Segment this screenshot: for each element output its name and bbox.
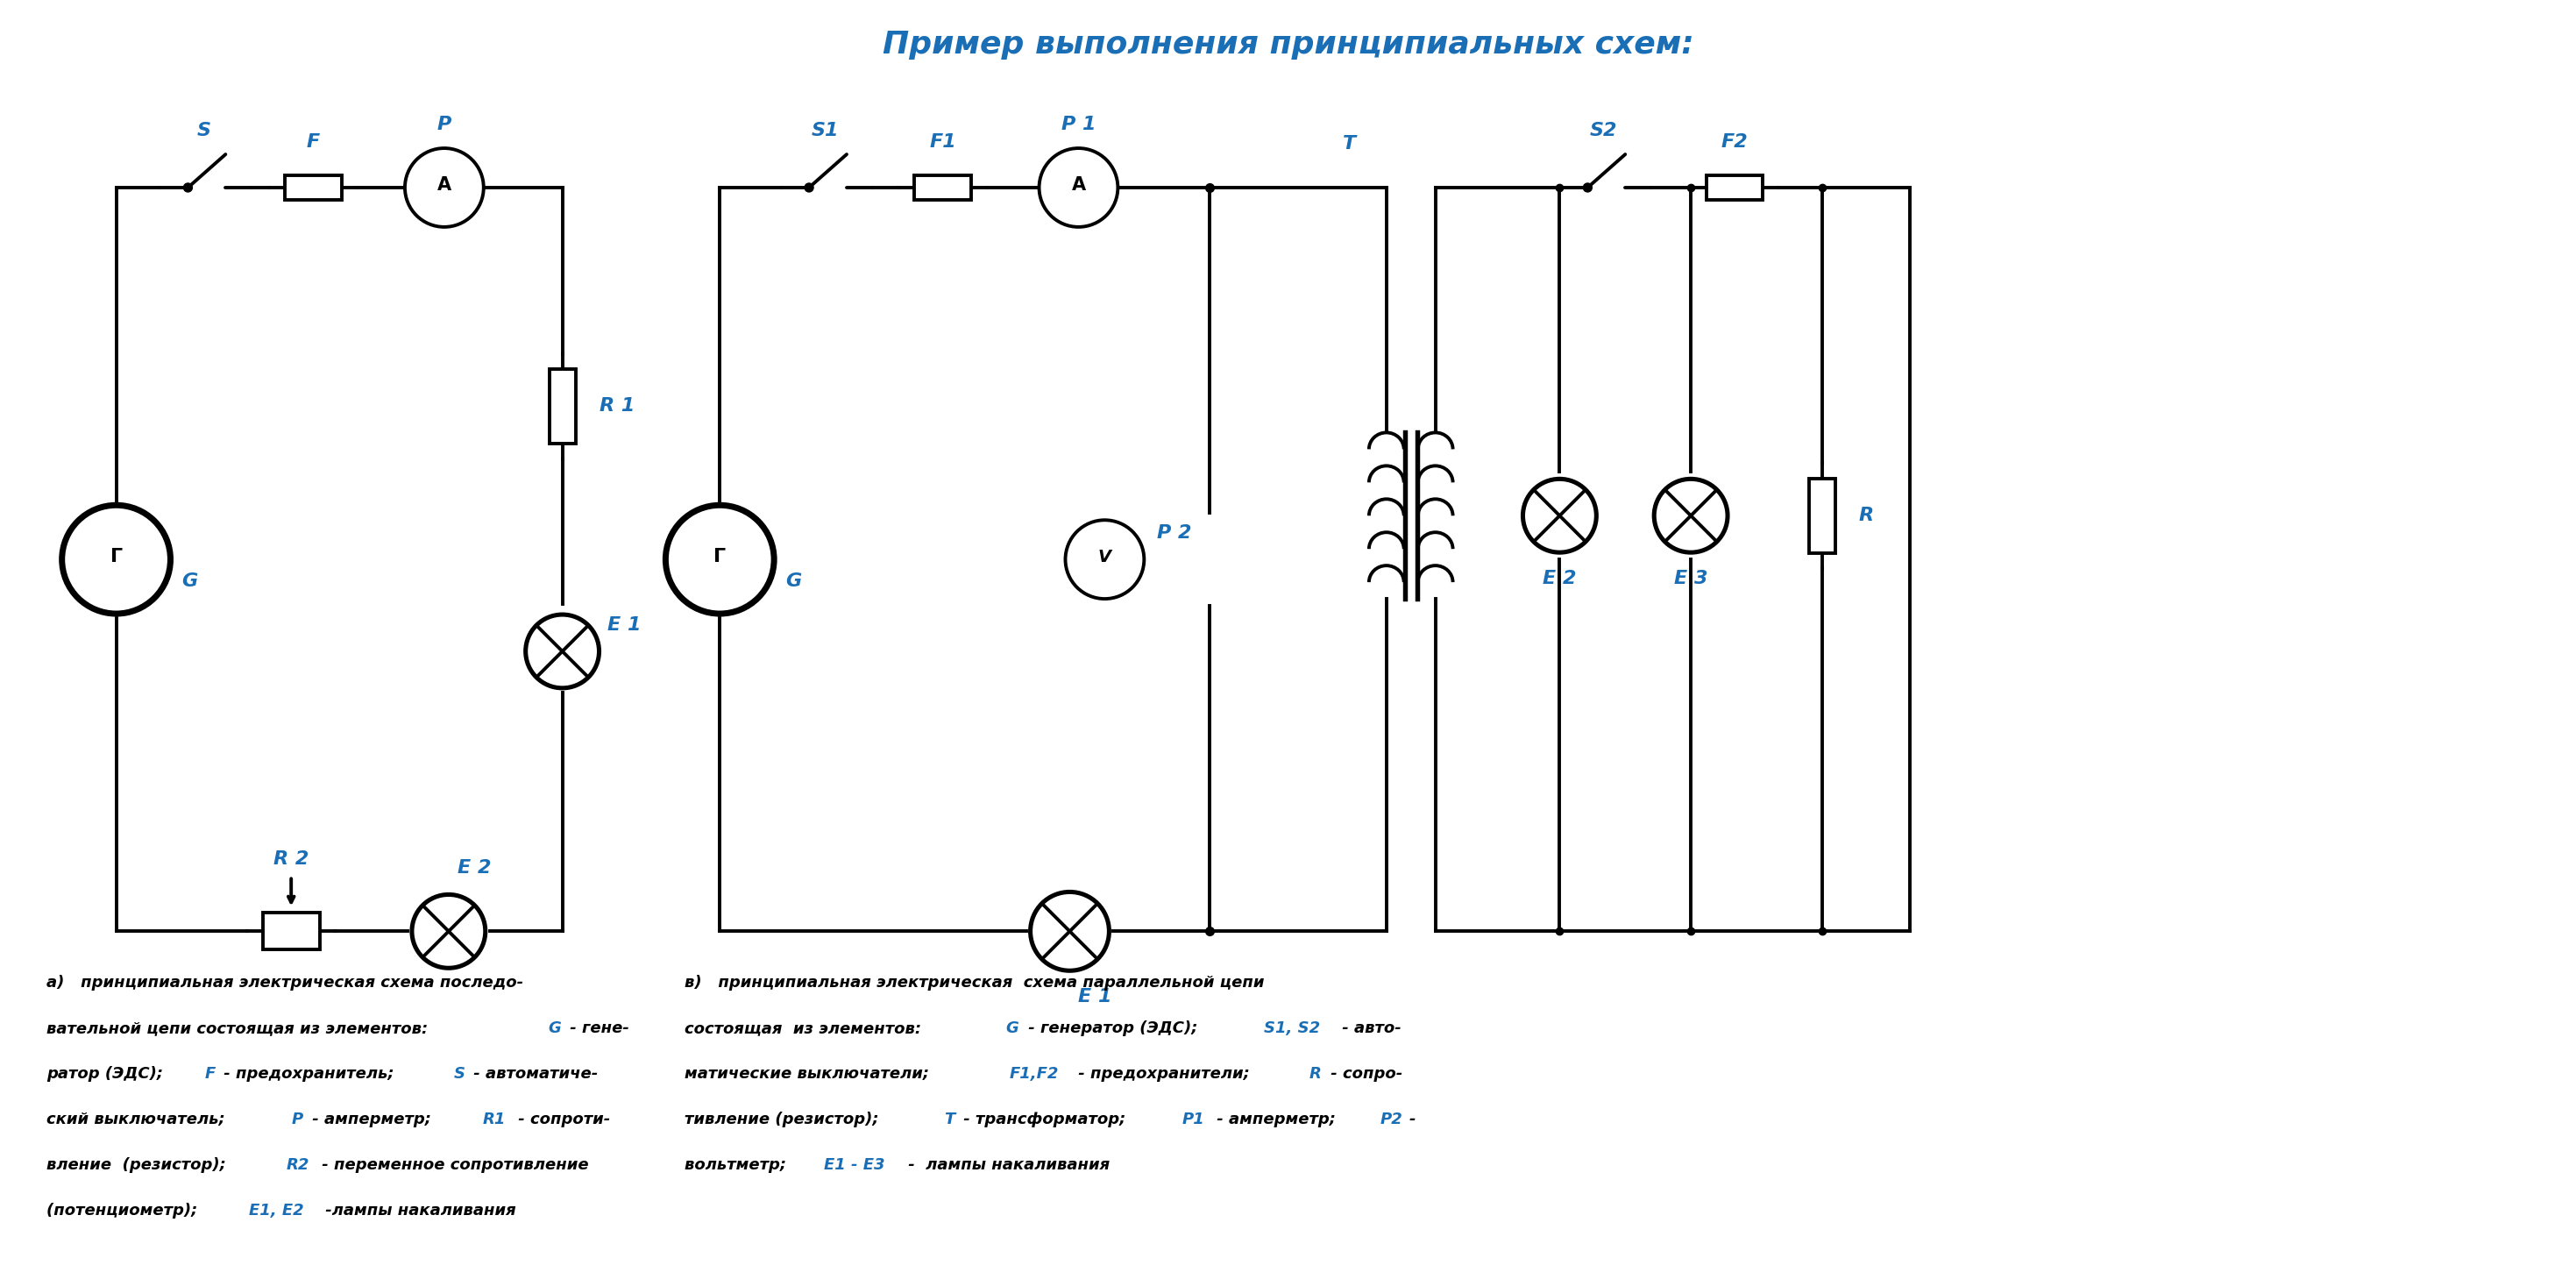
Text: Р1: Р1: [1182, 1112, 1206, 1127]
Text: S1, S2: S1, S2: [1265, 1021, 1319, 1036]
Text: (потенциометр);: (потенциометр);: [46, 1203, 204, 1218]
Text: S: S: [453, 1066, 464, 1082]
Bar: [549, 369, 574, 444]
Text: Пример выполнения принципиальных схем:: Пример выполнения принципиальных схем:: [884, 30, 1695, 59]
Circle shape: [1522, 479, 1597, 553]
Text: G: G: [786, 573, 801, 589]
Text: а)   принципиальная электрическая схема последо-: а) принципиальная электрическая схема по…: [46, 975, 523, 990]
Text: G: G: [549, 1021, 562, 1036]
Text: E 1: E 1: [1079, 988, 1113, 1006]
Text: Г: Г: [111, 548, 124, 565]
Text: G: G: [183, 573, 198, 589]
Circle shape: [1066, 520, 1144, 598]
Circle shape: [1654, 479, 1728, 553]
Text: V: V: [1097, 549, 1110, 565]
Text: - предохранители;: - предохранители;: [1074, 1066, 1255, 1082]
Text: G: G: [1005, 1021, 1020, 1036]
Text: - сопроти-: - сопроти-: [513, 1112, 611, 1127]
Text: R 2: R 2: [273, 851, 309, 868]
Text: вление  (резистор);: вление (резистор);: [46, 1157, 232, 1173]
Text: в)   принципиальная электрическая  схема параллельной цепи: в) принципиальная электрическая схема па…: [685, 975, 1265, 990]
Text: R: R: [1309, 1066, 1321, 1082]
Text: E 1: E 1: [608, 616, 641, 634]
Text: F1: F1: [930, 133, 956, 151]
Text: F: F: [204, 1066, 216, 1082]
Text: вольтметр;: вольтметр;: [685, 1157, 791, 1173]
Text: - предохранитель;: - предохранитель;: [219, 1066, 399, 1082]
Text: E 2: E 2: [1543, 571, 1577, 587]
Text: - автоматиче-: - автоматиче-: [469, 1066, 598, 1082]
Text: S: S: [196, 121, 211, 139]
Text: P 2: P 2: [1157, 525, 1193, 541]
Text: -: -: [1409, 1112, 1417, 1127]
Bar: [1705, 176, 1762, 200]
Text: T: T: [1342, 135, 1358, 153]
Text: S2: S2: [1589, 121, 1618, 139]
Text: Р2: Р2: [1381, 1112, 1401, 1127]
Text: - трансформатор;: - трансформатор;: [958, 1112, 1131, 1127]
Text: состоящая  из элементов:: состоящая из элементов:: [685, 1021, 933, 1036]
Text: P 1: P 1: [1061, 116, 1095, 133]
Circle shape: [1030, 892, 1110, 970]
Bar: [1808, 478, 1834, 553]
Text: матические выключатели;: матические выключатели;: [685, 1066, 935, 1082]
Text: - амперметр;: - амперметр;: [1211, 1112, 1342, 1127]
Text: - амперметр;: - амперметр;: [307, 1112, 443, 1127]
Text: - авто-: - авто-: [1337, 1021, 1401, 1036]
Text: E 2: E 2: [459, 859, 492, 877]
Text: Е1, Е2: Е1, Е2: [250, 1203, 304, 1218]
Circle shape: [183, 183, 193, 192]
Bar: [914, 176, 971, 200]
Circle shape: [1584, 183, 1592, 192]
Text: ский выключатель;: ский выключатель;: [46, 1112, 237, 1127]
Circle shape: [62, 505, 170, 614]
Circle shape: [404, 148, 484, 226]
Text: - гене-: - гене-: [564, 1021, 629, 1036]
Circle shape: [804, 183, 814, 192]
Text: R2: R2: [286, 1157, 309, 1173]
Text: вательной цепи состоящая из элементов:: вательной цепи состоящая из элементов:: [46, 1021, 433, 1036]
Text: F1,F2: F1,F2: [1010, 1066, 1059, 1082]
Text: Г: Г: [714, 548, 726, 565]
Text: - генератор (ЭДС);: - генератор (ЭДС);: [1023, 1021, 1208, 1036]
Text: ратор (ЭДС);: ратор (ЭДС);: [46, 1066, 167, 1082]
Text: А: А: [1072, 176, 1084, 194]
Text: -лампы накаливания: -лампы накаливания: [319, 1203, 515, 1218]
Text: -  лампы накаливания: - лампы накаливания: [902, 1157, 1110, 1173]
Text: - переменное сопротивление: - переменное сопротивление: [317, 1157, 587, 1173]
Text: R: R: [1860, 507, 1873, 525]
Text: Е1 - Е3: Е1 - Е3: [824, 1157, 884, 1173]
Circle shape: [526, 615, 600, 688]
Circle shape: [1038, 148, 1118, 226]
Text: тивление (резистор);: тивление (резистор);: [685, 1112, 884, 1127]
Text: R1: R1: [482, 1112, 505, 1127]
Text: Р: Р: [291, 1112, 304, 1127]
Circle shape: [665, 505, 773, 614]
Circle shape: [412, 894, 484, 968]
Text: Т: Т: [943, 1112, 956, 1127]
Bar: [283, 176, 343, 200]
Text: R 1: R 1: [600, 397, 634, 415]
Text: - сопро-: - сопро-: [1324, 1066, 1404, 1082]
Text: E 3: E 3: [1674, 571, 1708, 587]
Text: F: F: [307, 133, 319, 151]
Bar: [263, 913, 319, 950]
Text: P: P: [438, 116, 451, 133]
Text: S1: S1: [811, 121, 840, 139]
Text: А: А: [438, 176, 451, 194]
Text: F2: F2: [1721, 133, 1749, 151]
